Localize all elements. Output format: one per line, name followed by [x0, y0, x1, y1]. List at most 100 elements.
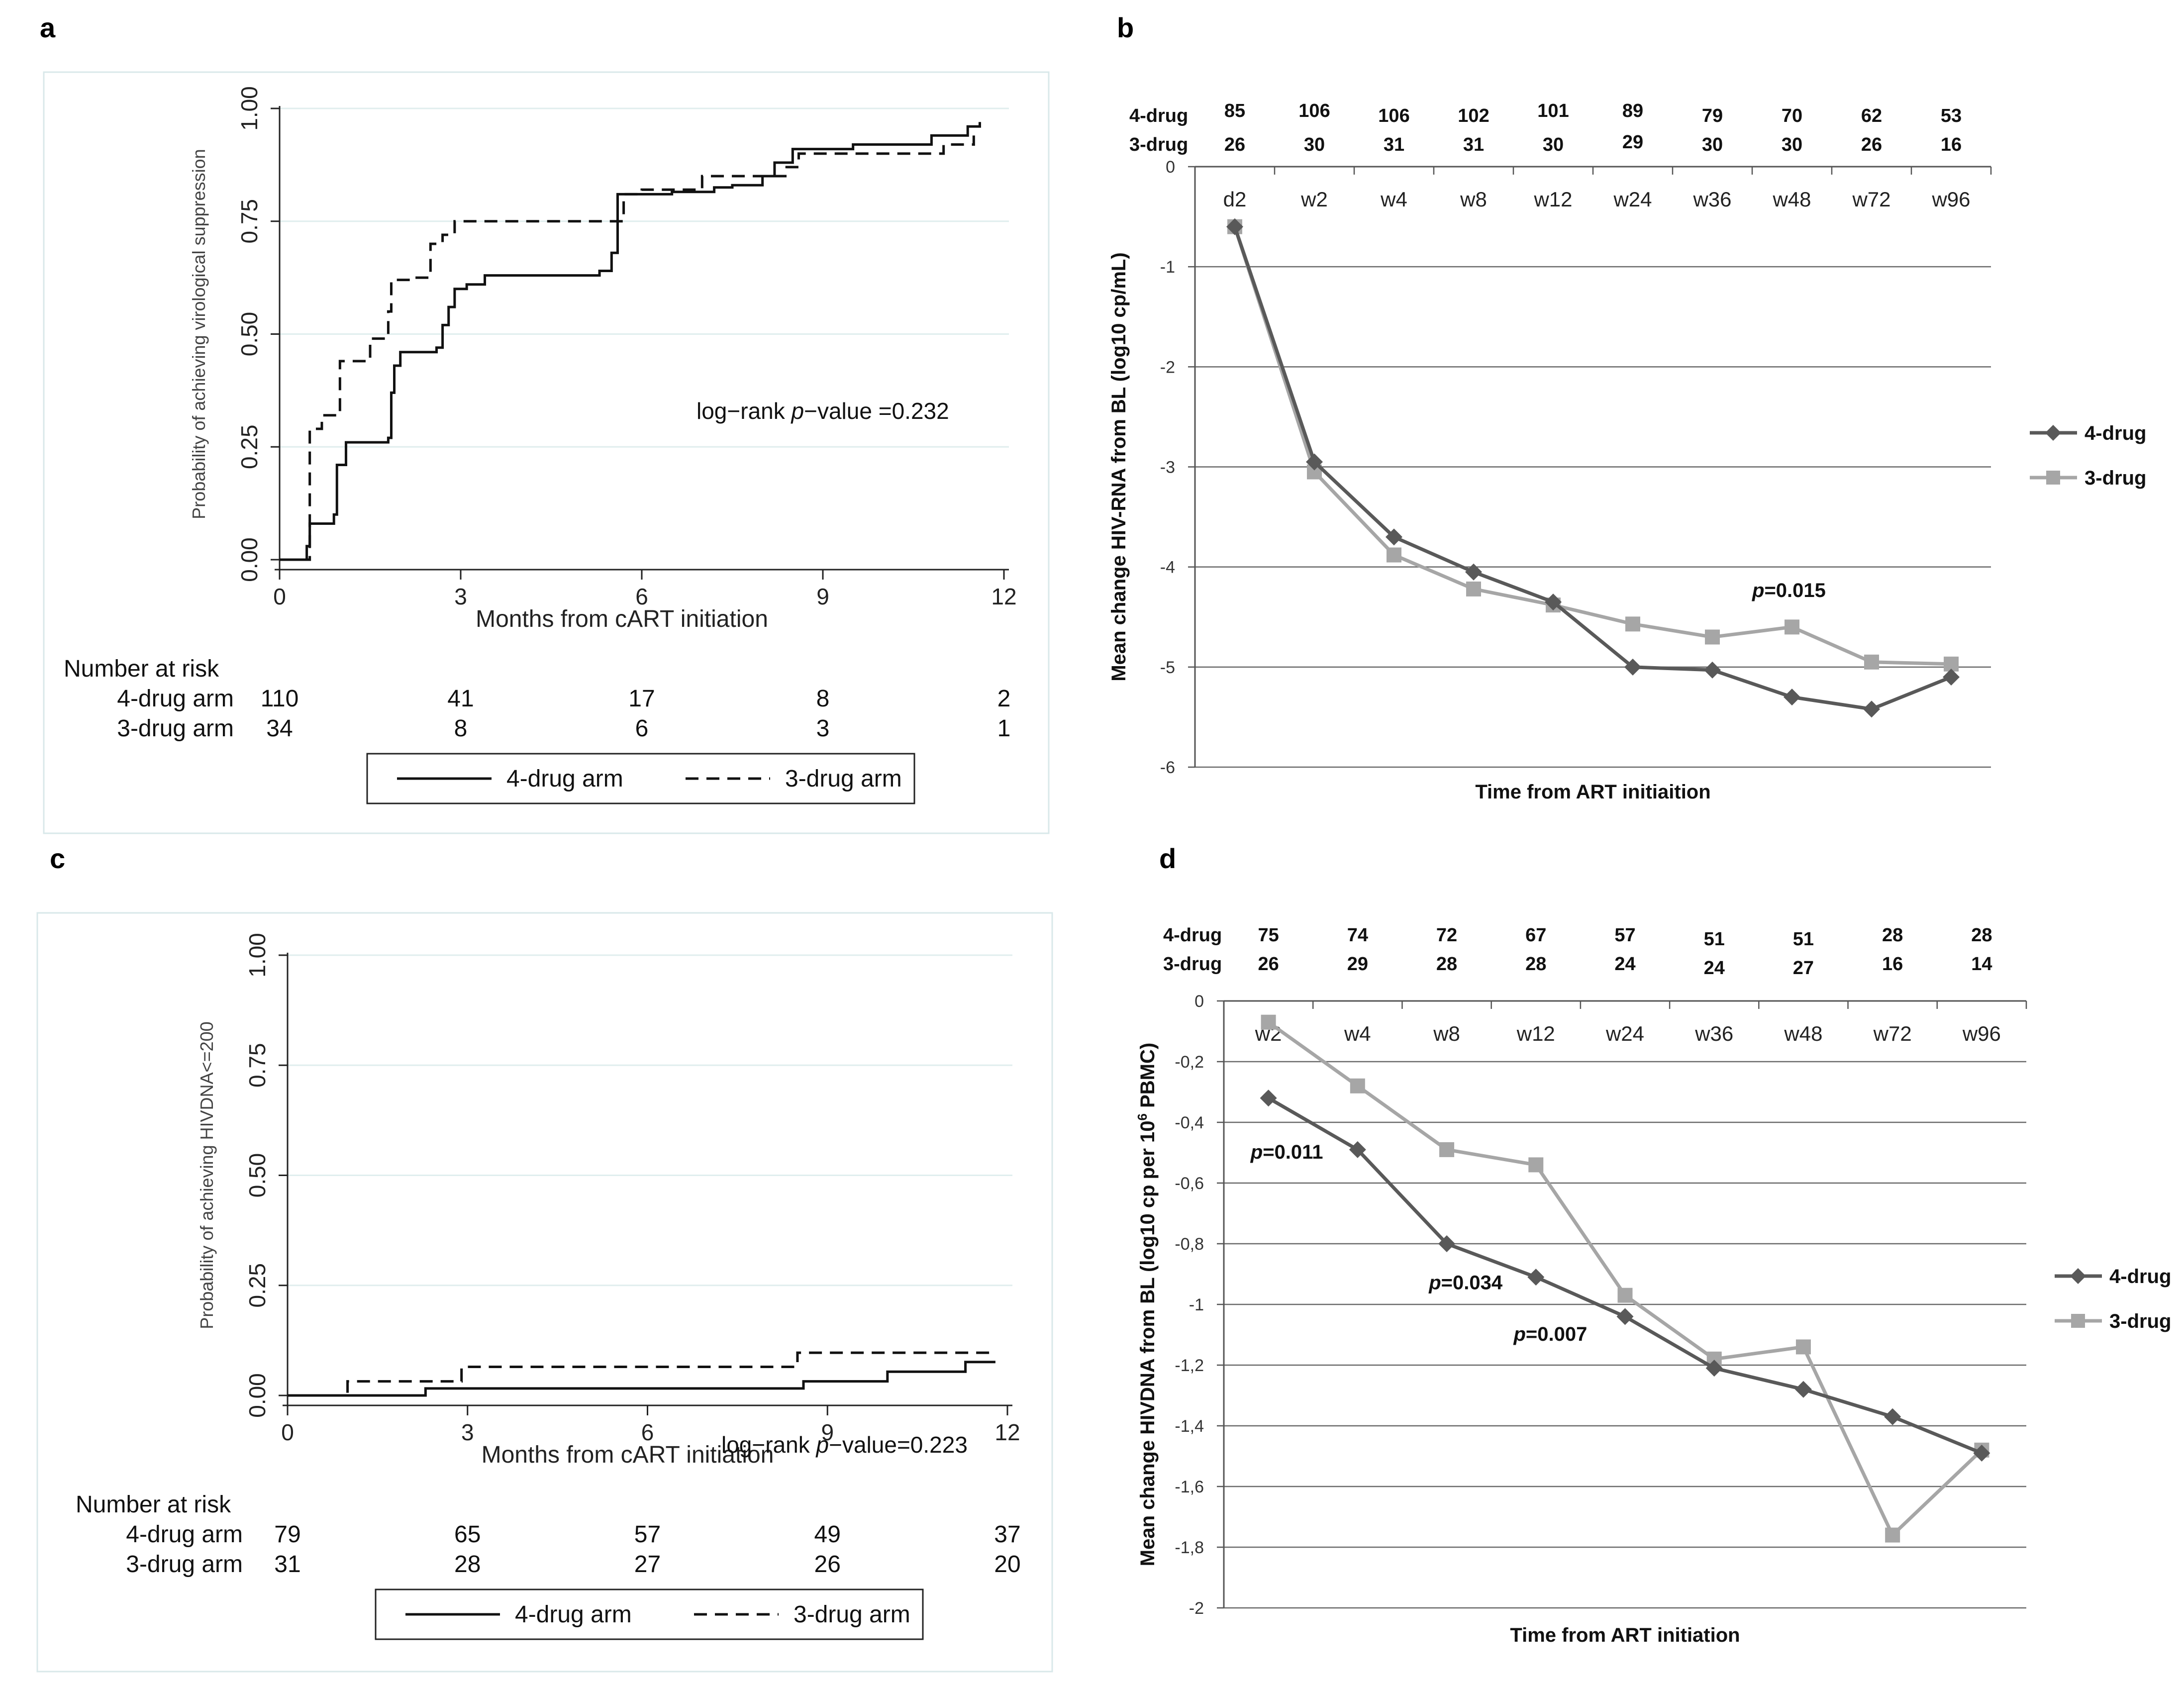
km-logrank-annotation: log−rank p−value=0.223	[721, 1432, 968, 1458]
risk-table-cell: 17	[628, 686, 655, 712]
risk-table-title: Number at risk	[64, 656, 219, 682]
km-xtick-label: 9	[816, 584, 829, 609]
counts-cell: 85	[1224, 100, 1245, 121]
counts-cell: 16	[1882, 954, 1903, 975]
counts-cell: 30	[1304, 134, 1325, 155]
km-ytick-label: 0.50	[236, 312, 262, 357]
risk-table-cell: 20	[994, 1551, 1020, 1578]
km-x-axis-title: Months from cART initiation	[482, 1442, 774, 1468]
km-xtick-label: 0	[281, 1419, 294, 1445]
km-xtick-label: 12	[994, 1419, 1020, 1445]
marker-3drug	[1705, 629, 1720, 645]
legend-label-3drug: 3-drug	[2109, 1310, 2171, 1332]
counts-cell: 28	[1971, 925, 1992, 946]
km-logrank-annotation-p: p	[815, 1432, 829, 1458]
marker-3drug	[1625, 616, 1640, 632]
km-logrank-annotation-value: −value =0.232	[804, 398, 949, 424]
km-x-axis-title: Months from cART initiation	[476, 606, 768, 632]
risk-table-cell: 57	[634, 1521, 661, 1548]
panel-label-c: c	[50, 843, 65, 874]
p-value-annotation-value: =0.015	[1764, 580, 1825, 601]
km-legend-label-4drug: 4-drug arm	[515, 1601, 632, 1628]
line-category-label: w8	[1433, 1022, 1460, 1045]
counts-cell: 28	[1882, 925, 1903, 946]
line-category-label: w36	[1692, 188, 1731, 211]
km-xtick-label: 9	[821, 1419, 834, 1445]
marker-4drug	[1705, 1360, 1723, 1377]
line-category-label: w4	[1380, 188, 1407, 211]
counts-cell: 102	[1458, 105, 1489, 126]
counts-row-label: 3-drug	[1163, 954, 1222, 975]
km-ytick-label: 0.25	[244, 1263, 270, 1308]
marker-3drug	[1795, 1339, 1811, 1355]
counts-cell: 75	[1258, 925, 1279, 946]
marker-4drug	[1465, 563, 1482, 581]
marker-4drug	[1943, 668, 1960, 686]
km-ytick-label: 0.75	[236, 199, 262, 244]
risk-table-cell: 41	[447, 686, 474, 712]
km-ytick-label: 0.00	[236, 537, 262, 582]
counts-cell: 14	[1971, 954, 1992, 975]
km-legend-label-4drug: 4-drug arm	[506, 766, 623, 792]
km-curve-3drug	[288, 1351, 995, 1397]
km-logrank-annotation: log−rank p−value =0.232	[696, 398, 949, 424]
line-ytick-label: -3	[1160, 458, 1175, 477]
marker-4drug	[1545, 594, 1562, 611]
km-xtick-label: 12	[991, 584, 1016, 609]
counts-cell: 106	[1298, 100, 1330, 121]
counts-cell: 51	[1793, 929, 1814, 950]
legend-label-4drug: 4-drug	[2109, 1266, 2171, 1288]
legend-marker-3drug	[2071, 1314, 2085, 1328]
line-ytick-label: -1,8	[1175, 1538, 1204, 1557]
p-value-annotation: p=0.034	[1428, 1272, 1503, 1294]
counts-cell: 29	[1347, 954, 1368, 975]
km-curve-3drug	[280, 135, 975, 561]
km-xtick-label: 6	[641, 1419, 654, 1445]
marker-3drug	[1261, 1014, 1276, 1030]
km-xtick-label: 0	[273, 584, 286, 609]
counts-cell: 106	[1378, 105, 1409, 126]
counts-cell: 31	[1463, 134, 1484, 155]
ylabel-tail: PBMC)	[1137, 1043, 1159, 1113]
counts-row-label: 4-drug	[1129, 105, 1188, 126]
line-ytick-label: -1,6	[1175, 1478, 1204, 1496]
risk-table-cell: 3	[816, 715, 830, 742]
line-y-axis-title: Mean change HIV-RNA from BL (log10 cp/mL…	[1108, 252, 1130, 681]
line-ytick-label: -2	[1160, 358, 1175, 377]
marker-4drug	[1527, 1269, 1545, 1286]
line-ytick-label: -0,2	[1175, 1053, 1204, 1072]
risk-table-cell: 110	[261, 686, 299, 712]
p-value-annotation-p: p	[1752, 580, 1764, 601]
risk-table-cell: 28	[454, 1551, 481, 1578]
risk-table-cell: 8	[454, 715, 468, 742]
counts-cell: 51	[1704, 929, 1725, 950]
km-logrank-prefix: log−rank	[721, 1432, 816, 1458]
counts-cell: 101	[1537, 100, 1569, 121]
marker-4drug	[1260, 1090, 1277, 1107]
risk-table-row-label: 4-drug arm	[117, 686, 234, 712]
p-value-annotation-p: p	[1428, 1272, 1441, 1294]
line-ytick-label: -0,6	[1175, 1174, 1204, 1193]
risk-table-cell: 26	[814, 1551, 841, 1578]
counts-row-label: 3-drug	[1129, 134, 1188, 155]
line-category-label: w12	[1533, 188, 1572, 211]
p-value-annotation: p=0.015	[1752, 580, 1826, 601]
line-category-label: w48	[1784, 1022, 1822, 1045]
risk-table-row-label: 4-drug arm	[126, 1521, 243, 1548]
risk-table-cell: 8	[816, 686, 830, 712]
line-category-label: w72	[1852, 188, 1890, 211]
line-category-label: w72	[1873, 1022, 1912, 1045]
counts-cell: 28	[1525, 954, 1546, 975]
counts-cell: 30	[1782, 134, 1802, 155]
line-ytick-label: -1	[1160, 258, 1175, 277]
risk-table-row-label: 3-drug arm	[117, 715, 234, 742]
risk-table-cell: 1	[997, 715, 1011, 742]
marker-4drug	[1794, 1381, 1812, 1398]
line-category-label: w8	[1460, 188, 1487, 211]
line-category-label: w12	[1516, 1022, 1555, 1045]
ylabel-main: Mean change HIVDNA from BL (log10 cp per…	[1137, 1120, 1159, 1566]
legend-marker-4drug	[2070, 1268, 2086, 1284]
km-ytick-label: 0.75	[244, 1043, 270, 1088]
